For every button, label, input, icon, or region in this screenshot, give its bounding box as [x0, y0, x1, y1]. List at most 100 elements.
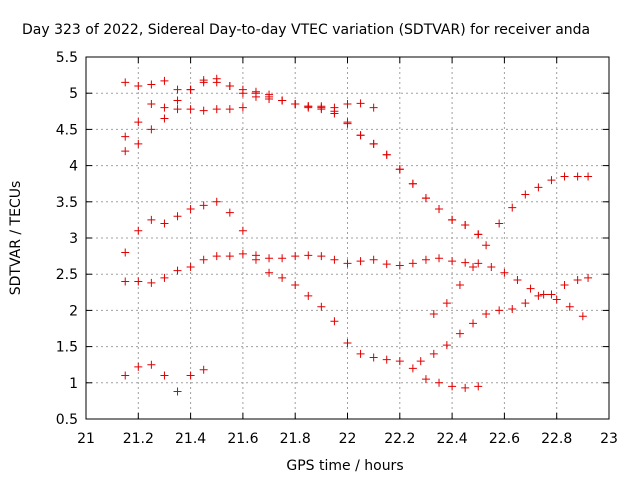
- data-point: [455, 281, 464, 290]
- data-point: [448, 382, 457, 391]
- y-tick-label: 0.5: [56, 412, 78, 428]
- data-point: [442, 299, 451, 308]
- y-tick-label: 1: [69, 376, 78, 392]
- x-tick-label: 21.2: [123, 431, 154, 447]
- y-tick-label: 2.5: [56, 267, 78, 283]
- y-tick-label: 1.5: [56, 340, 78, 356]
- data-point: [278, 273, 287, 282]
- x-tick-label: 22: [339, 431, 357, 447]
- x-tick-label: 21.6: [227, 431, 258, 447]
- data-point: [534, 291, 543, 300]
- data-point: [121, 277, 130, 286]
- data-point: [173, 85, 182, 94]
- data-point: [147, 80, 156, 89]
- data-point: [251, 92, 260, 101]
- data-point: [395, 261, 404, 270]
- series-track-4: [121, 197, 483, 392]
- data-point: [304, 291, 313, 300]
- data-point: [435, 254, 444, 263]
- data-point: [121, 248, 130, 257]
- data-point: [225, 81, 234, 90]
- y-tick-label: 5: [69, 86, 78, 102]
- data-point: [212, 74, 221, 83]
- data-point: [421, 375, 430, 384]
- data-point: [382, 260, 391, 269]
- data-point: [225, 105, 234, 114]
- data-point: [186, 85, 195, 94]
- data-point: [199, 78, 208, 87]
- data-point: [356, 99, 365, 108]
- x-tick-label: 22.4: [437, 431, 468, 447]
- data-point: [134, 277, 143, 286]
- data-point: [448, 215, 457, 224]
- data-point: [186, 205, 195, 214]
- series-track-1: [121, 76, 378, 112]
- data-point: [573, 275, 582, 284]
- x-tick-label: 22.6: [489, 431, 520, 447]
- data-point: [186, 371, 195, 380]
- data-point: [495, 306, 504, 315]
- data-point: [317, 252, 326, 261]
- data-point: [121, 147, 130, 156]
- data-point: [212, 197, 221, 206]
- series-track-3: [121, 74, 483, 239]
- data-point: [304, 102, 313, 111]
- y-tick-label: 5.5: [56, 50, 78, 66]
- data-point: [461, 220, 470, 229]
- data-point: [508, 304, 517, 313]
- x-tick-label: 23: [600, 431, 618, 447]
- data-point: [238, 89, 247, 98]
- data-point: [521, 190, 530, 199]
- data-point: [356, 257, 365, 266]
- data-point: [317, 103, 326, 112]
- data-point: [173, 105, 182, 114]
- data-point: [291, 281, 300, 290]
- data-point: [212, 252, 221, 261]
- data-point: [429, 310, 438, 319]
- data-point: [173, 96, 182, 105]
- chart-title: Day 323 of 2022, Sidereal Day-to-day VTE…: [22, 22, 590, 38]
- data-point: [330, 317, 339, 326]
- data-point: [513, 275, 522, 284]
- data-point: [160, 76, 169, 85]
- data-point: [265, 94, 274, 103]
- series-track-5: [121, 249, 587, 321]
- data-point: [416, 357, 425, 366]
- data-point: [343, 259, 352, 268]
- data-point: [330, 255, 339, 264]
- y-axis-label: SDTVAR / TECUs: [8, 181, 24, 296]
- data-point: [317, 302, 326, 311]
- data-point: [212, 105, 221, 114]
- data-point: [421, 255, 430, 264]
- data-point: [421, 194, 430, 203]
- data-point: [547, 290, 556, 299]
- data-point: [474, 259, 483, 268]
- y-tick-label: 3: [69, 231, 78, 247]
- data-point: [356, 131, 365, 140]
- data-point: [147, 360, 156, 369]
- data-point: [429, 349, 438, 358]
- data-point: [482, 310, 491, 319]
- data-point: [565, 302, 574, 311]
- data-point: [265, 268, 274, 277]
- x-tick-label: 22.8: [541, 431, 572, 447]
- data-point: [343, 338, 352, 347]
- data-point: [121, 78, 130, 87]
- data-points: [121, 74, 593, 396]
- data-point: [508, 203, 517, 212]
- data-point: [369, 139, 378, 148]
- data-point: [560, 281, 569, 290]
- data-point: [382, 355, 391, 364]
- data-point: [147, 278, 156, 287]
- y-tick-label: 3.5: [56, 195, 78, 211]
- data-point: [435, 378, 444, 387]
- data-point: [408, 259, 417, 268]
- data-point: [278, 254, 287, 263]
- data-point: [160, 273, 169, 282]
- data-point: [461, 258, 470, 267]
- data-point: [521, 299, 530, 308]
- data-point: [199, 365, 208, 374]
- data-point: [121, 371, 130, 380]
- data-point: [160, 219, 169, 228]
- data-point: [238, 249, 247, 258]
